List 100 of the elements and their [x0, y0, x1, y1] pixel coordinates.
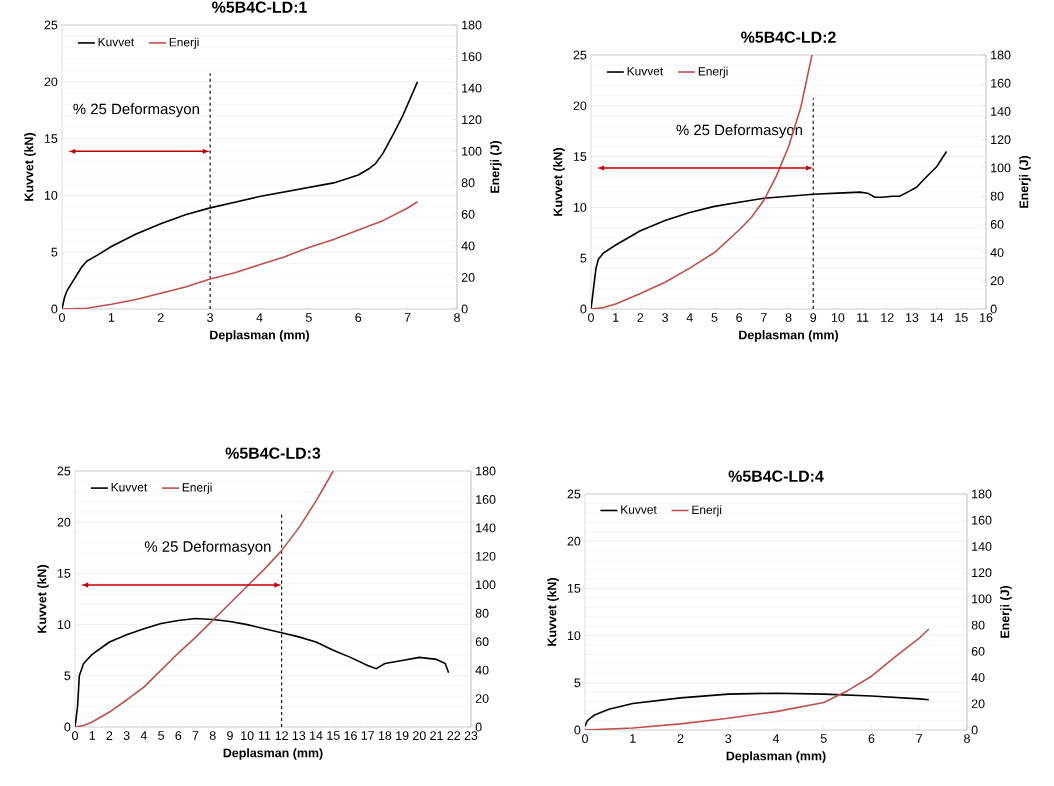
x-tick-label: 6 — [175, 731, 182, 740]
x-tick-label: 15 — [327, 731, 340, 740]
x-tick-label: 0 — [588, 313, 594, 322]
x-tick-label: 4 — [772, 734, 780, 743]
x-tick-label: 7 — [192, 731, 199, 740]
x-tick-label: 23 — [464, 731, 478, 740]
legend-label: Kuvvet — [111, 483, 148, 492]
x-tick-label: 9 — [810, 313, 817, 322]
x-tick-label: 0 — [72, 731, 78, 740]
y2-tick-label: 60 — [461, 209, 475, 219]
y2-tick-label: 60 — [990, 219, 1004, 229]
y2-tick-label: 180 — [476, 466, 496, 476]
y-tick-label: 25 — [44, 20, 58, 30]
y-tick-label: 20 — [567, 536, 581, 546]
y-tick-label: 25 — [567, 489, 581, 499]
y-axis-title: Kuvvet (kN) — [547, 578, 559, 646]
y2-tick-label: 120 — [462, 115, 482, 125]
x-tick-label: 7 — [404, 313, 411, 322]
x-tick-label: 5 — [305, 313, 312, 322]
y-tick-label: 15 — [44, 134, 58, 143]
y-tick-label: 20 — [44, 77, 58, 87]
x-tick-label: 2 — [677, 734, 684, 743]
y2-tick-label: 160 — [476, 495, 496, 504]
x-tick-label: 14 — [310, 731, 323, 740]
x-tick-label: 18 — [378, 731, 392, 740]
y2-tick-label: 40 — [990, 248, 1004, 257]
x-tick-label: 12 — [881, 313, 894, 322]
y-tick-label: 0 — [64, 722, 71, 732]
y-tick-label: 20 — [573, 101, 587, 111]
y2-axis-title: Enerji (J) — [490, 140, 502, 193]
x-tick-label: 5 — [711, 313, 718, 322]
chart-title: %5B4C-LD:4 — [728, 470, 824, 482]
y2-tick-label: 140 — [476, 523, 496, 533]
y2-tick-label: 0 — [461, 304, 468, 314]
y2-tick-label: 80 — [990, 191, 1004, 201]
y2-tick-label: 40 — [475, 665, 489, 675]
y2-tick-label: 160 — [991, 78, 1011, 88]
ref-line-label: % 25 Deformasyon — [144, 540, 271, 555]
y2-tick-label: 100 — [462, 146, 482, 156]
x-tick-label: 13 — [905, 313, 919, 322]
y2-tick-label: 140 — [991, 107, 1011, 116]
y-tick-label: 5 — [574, 678, 581, 688]
x-tick-label: 11 — [857, 313, 869, 322]
x-tick-label: 4 — [686, 313, 693, 322]
x-tick-label: 10 — [241, 731, 254, 740]
y-tick-label: 15 — [57, 569, 71, 578]
y2-tick-label: 0 — [475, 722, 482, 732]
legend-label: Kuvvet — [627, 67, 664, 76]
x-tick-label: 2 — [637, 313, 644, 322]
y-axis-title: Kuvvet (kN) — [553, 148, 565, 216]
y2-tick-label: 40 — [971, 673, 985, 682]
x-tick-label: 3 — [123, 731, 130, 740]
x-tick-label: 5 — [158, 731, 165, 740]
legend-label: Enerji — [698, 66, 728, 78]
y2-tick-label: 160 — [462, 52, 482, 61]
x-tick-label: 3 — [207, 313, 214, 322]
legend-label: Enerji — [692, 505, 722, 517]
x-tick-label: 8 — [964, 734, 970, 743]
legend-label: Kuvvet — [98, 37, 135, 47]
x-tick-label: 8 — [785, 313, 792, 322]
chart-title: %5B4C-LD:3 — [225, 447, 321, 459]
chart-title: %5B4C-LD:1 — [212, 1, 307, 13]
x-tick-label: 21 — [430, 731, 443, 740]
x-tick-label: 2 — [157, 313, 164, 322]
x-tick-label: 17 — [361, 731, 374, 740]
x-tick-label: 7 — [761, 313, 767, 322]
x-tick-label: 22 — [447, 731, 461, 740]
y-tick-label: 10 — [573, 202, 587, 212]
x-tick-label: 6 — [736, 313, 743, 322]
x-tick-label: 4 — [140, 731, 147, 740]
y-tick-label: 5 — [51, 247, 58, 257]
ref-line-label: % 25 Deformasyon — [73, 103, 199, 118]
x-tick-label: 6 — [868, 734, 875, 743]
x-tick-label: 3 — [662, 313, 668, 322]
x-tick-label: 1 — [630, 734, 636, 743]
x-tick-label: 9 — [227, 731, 233, 740]
y2-tick-label: 160 — [972, 515, 992, 525]
y2-tick-label: 80 — [971, 620, 985, 630]
x-tick-label: 4 — [256, 313, 263, 322]
x-tick-label: 11 — [258, 731, 271, 740]
x-tick-label: 15 — [955, 313, 968, 322]
y2-tick-label: 80 — [475, 608, 489, 618]
y-axis-title: Kuvvet (kN) — [37, 565, 49, 633]
y-tick-label: 10 — [567, 631, 581, 641]
x-axis-title: Deplasman (mm) — [223, 748, 323, 760]
line-series — [585, 692, 930, 728]
y2-tick-label: 20 — [461, 273, 475, 282]
x-tick-label: 3 — [725, 734, 732, 743]
y-tick-label: 0 — [580, 304, 587, 314]
y-tick-label: 0 — [51, 304, 58, 314]
legend-label: Kuvvet — [621, 505, 657, 514]
x-tick-label: 10 — [831, 313, 845, 322]
y2-tick-label: 180 — [462, 20, 482, 30]
y2-tick-label: 60 — [971, 646, 985, 656]
y2-tick-label: 140 — [972, 542, 992, 551]
y2-tick-label: 0 — [990, 304, 997, 314]
x-tick-label: 1 — [613, 313, 619, 322]
x-tick-label: 1 — [108, 313, 115, 322]
x-tick-label: 7 — [916, 734, 923, 743]
y-tick-label: 25 — [57, 466, 71, 476]
